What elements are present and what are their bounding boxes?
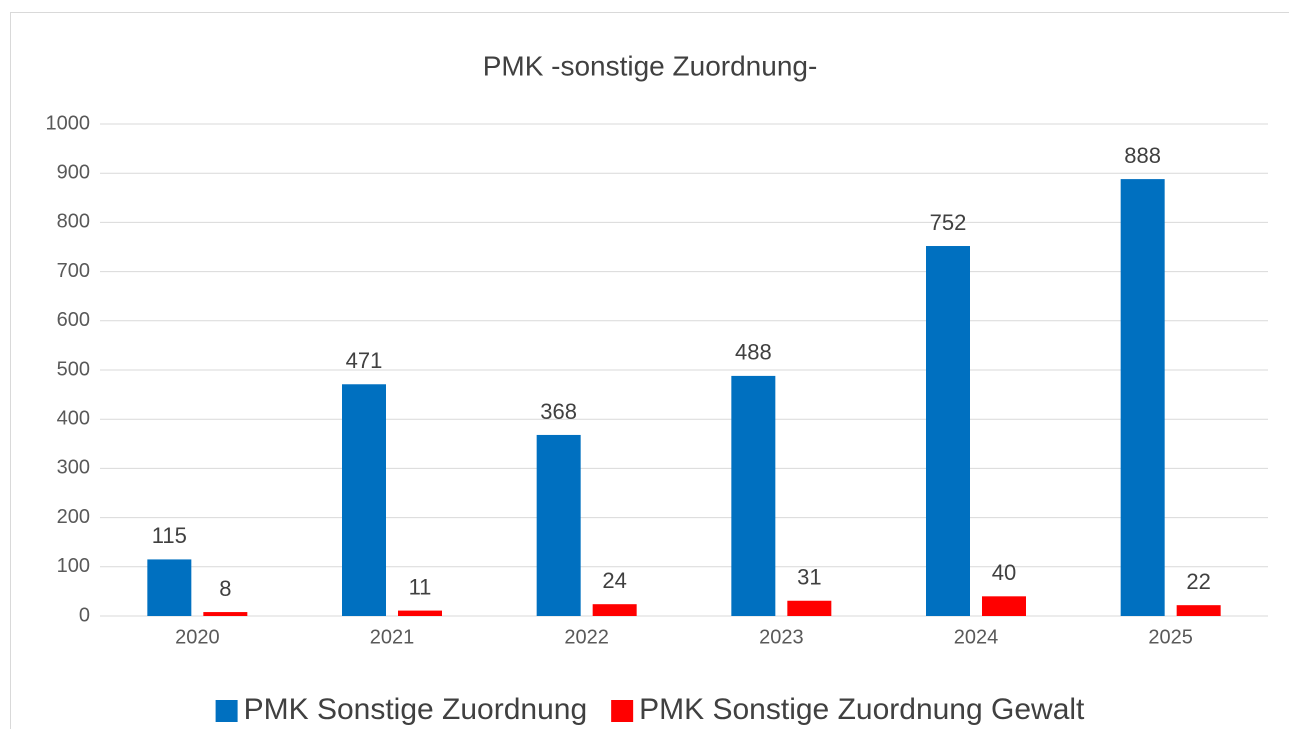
- bar: [982, 596, 1026, 616]
- value-label: 24: [602, 568, 626, 593]
- y-tick-label: 900: [57, 161, 90, 183]
- value-label: 752: [930, 210, 967, 235]
- bar: [203, 612, 248, 616]
- y-tick-label: 1000: [46, 112, 91, 134]
- value-label: 8: [219, 576, 231, 601]
- value-label: 11: [409, 574, 432, 599]
- value-label: 115: [152, 523, 187, 548]
- y-tick-label: 100: [57, 555, 90, 577]
- chart-frame: [10, 12, 1289, 729]
- y-tick-label: 200: [57, 506, 90, 528]
- value-label: 888: [1124, 143, 1161, 168]
- y-tick-label: 800: [57, 211, 90, 233]
- value-label: 40: [992, 560, 1016, 585]
- y-tick-label: 700: [57, 260, 90, 282]
- bar: [147, 559, 192, 616]
- legend-label: PMK Sonstige Zuordnung: [244, 693, 588, 726]
- bar: [787, 600, 832, 616]
- bar: [1120, 179, 1165, 616]
- x-tick-label: 2020: [175, 626, 220, 648]
- y-tick-label: 300: [57, 457, 90, 479]
- x-tick-label: 2023: [759, 626, 804, 648]
- bar: [731, 375, 776, 616]
- value-label: 471: [346, 348, 383, 373]
- y-tick-label: 600: [57, 309, 90, 331]
- y-tick-label: 0: [79, 604, 90, 626]
- value-label: 368: [540, 399, 577, 424]
- bar: [926, 246, 970, 617]
- value-label: 31: [797, 565, 821, 590]
- y-tick-label: 400: [57, 407, 90, 429]
- x-tick-label: 2022: [564, 626, 609, 648]
- x-tick-label: 2024: [954, 626, 999, 648]
- bar: [398, 610, 442, 616]
- value-label: 488: [735, 340, 772, 365]
- bar: [536, 434, 581, 616]
- value-label: 22: [1186, 569, 1210, 594]
- legend-swatch: [215, 700, 238, 722]
- y-tick-label: 500: [57, 358, 90, 380]
- chart-title: PMK -sonstige Zuordnung-: [483, 50, 818, 81]
- x-tick-label: 2025: [1148, 626, 1193, 648]
- bar: [1176, 605, 1221, 616]
- bar: [342, 384, 386, 616]
- legend-label: PMK Sonstige Zuordnung Gewalt: [639, 693, 1085, 726]
- legend-swatch: [611, 700, 634, 722]
- bar: [592, 604, 637, 616]
- x-tick-label: 2021: [370, 626, 415, 648]
